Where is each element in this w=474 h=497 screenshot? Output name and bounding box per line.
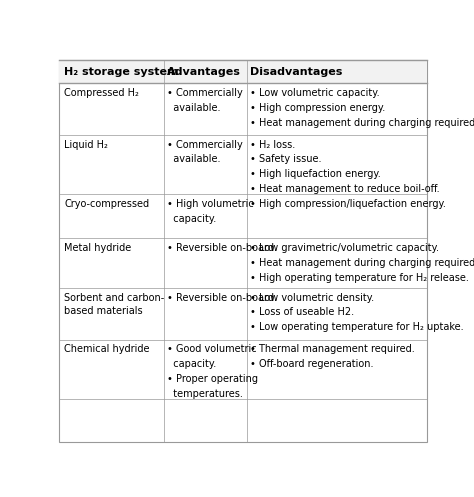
Text: • Low gravimetric/volumetric capacity.
• Heat management during charging require: • Low gravimetric/volumetric capacity. •… xyxy=(249,243,474,283)
Text: • High volumetric
  capacity.: • High volumetric capacity. xyxy=(167,199,254,224)
Text: Advantages: Advantages xyxy=(167,67,241,77)
Text: Compressed H₂: Compressed H₂ xyxy=(64,88,139,98)
Text: • Commercially
  available.: • Commercially available. xyxy=(167,88,243,113)
Text: • High compression/liquefaction energy.: • High compression/liquefaction energy. xyxy=(249,199,446,209)
Text: Cryo-compressed: Cryo-compressed xyxy=(64,199,149,209)
Text: • Reversible on-board.: • Reversible on-board. xyxy=(167,243,277,253)
Text: Metal hydride: Metal hydride xyxy=(64,243,131,253)
Bar xyxy=(59,60,427,83)
Text: Chemical hydride: Chemical hydride xyxy=(64,344,149,354)
Text: • Thermal management required.
• Off-board regeneration.: • Thermal management required. • Off-boa… xyxy=(249,344,414,369)
Text: Disadvantages: Disadvantages xyxy=(249,67,342,77)
Text: • Reversible on-board.: • Reversible on-board. xyxy=(167,293,277,303)
Text: Sorbent and carbon-
based materials: Sorbent and carbon- based materials xyxy=(64,293,164,316)
Text: • Low volumetric density.
• Loss of useable H2.
• Low operating temperature for : • Low volumetric density. • Loss of usea… xyxy=(249,293,463,332)
Text: • Good volumetric
  capacity.
• Proper operating
  temperatures.: • Good volumetric capacity. • Proper ope… xyxy=(167,344,258,399)
Text: • Commercially
  available.: • Commercially available. xyxy=(167,140,243,165)
Text: • H₂ loss.
• Safety issue.
• High liquefaction energy.
• Heat management to redu: • H₂ loss. • Safety issue. • High liquef… xyxy=(249,140,439,194)
Text: H₂ storage system: H₂ storage system xyxy=(64,67,179,77)
Text: • Low volumetric capacity.
• High compression energy.
• Heat management during c: • Low volumetric capacity. • High compre… xyxy=(249,88,474,128)
Text: Liquid H₂: Liquid H₂ xyxy=(64,140,108,150)
